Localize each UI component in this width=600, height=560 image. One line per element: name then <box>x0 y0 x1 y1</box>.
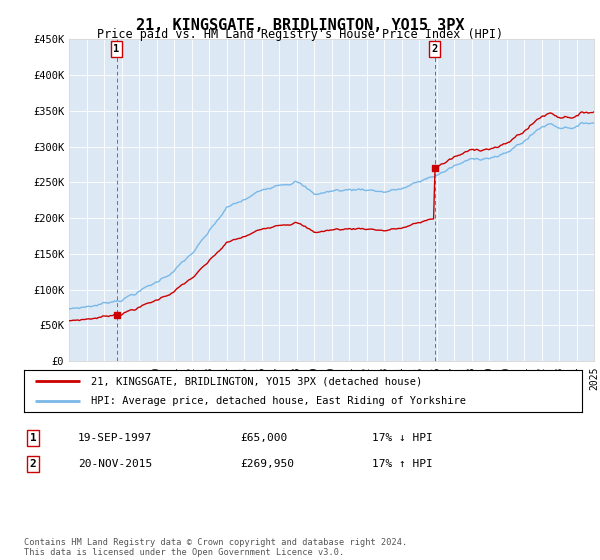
Text: Price paid vs. HM Land Registry's House Price Index (HPI): Price paid vs. HM Land Registry's House … <box>97 28 503 41</box>
Text: 17% ↑ HPI: 17% ↑ HPI <box>372 459 433 469</box>
Text: 17% ↓ HPI: 17% ↓ HPI <box>372 433 433 443</box>
Text: 21, KINGSGATE, BRIDLINGTON, YO15 3PX (detached house): 21, KINGSGATE, BRIDLINGTON, YO15 3PX (de… <box>91 376 422 386</box>
Text: 20-NOV-2015: 20-NOV-2015 <box>78 459 152 469</box>
Text: 1: 1 <box>29 433 37 443</box>
Text: 1: 1 <box>113 44 120 54</box>
Text: £65,000: £65,000 <box>240 433 287 443</box>
Text: Contains HM Land Registry data © Crown copyright and database right 2024.
This d: Contains HM Land Registry data © Crown c… <box>24 538 407 557</box>
Text: £269,950: £269,950 <box>240 459 294 469</box>
Text: 2: 2 <box>29 459 37 469</box>
Text: 21, KINGSGATE, BRIDLINGTON, YO15 3PX: 21, KINGSGATE, BRIDLINGTON, YO15 3PX <box>136 18 464 33</box>
Text: 2: 2 <box>431 44 438 54</box>
Text: 19-SEP-1997: 19-SEP-1997 <box>78 433 152 443</box>
Text: HPI: Average price, detached house, East Riding of Yorkshire: HPI: Average price, detached house, East… <box>91 396 466 406</box>
